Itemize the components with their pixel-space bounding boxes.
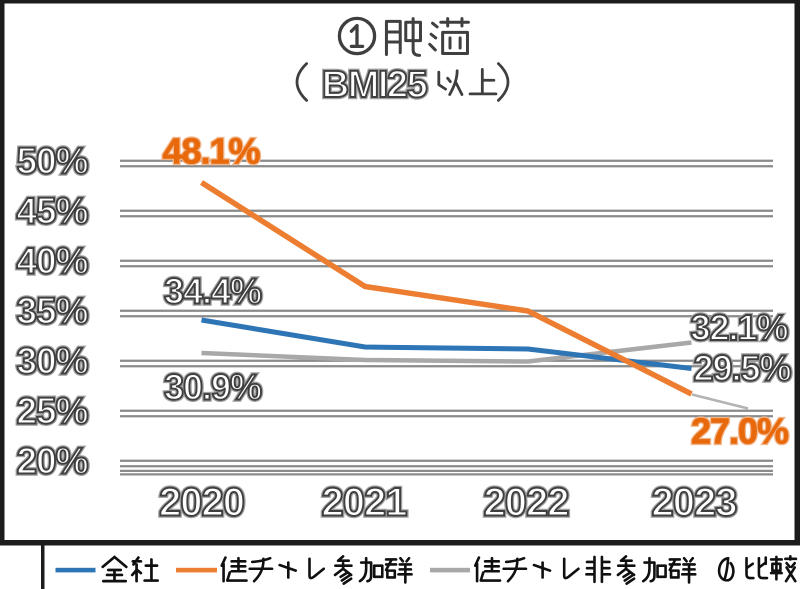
svg-text:2020: 2020 [159, 481, 244, 525]
svg-text:30%: 30% [16, 341, 87, 382]
svg-text:40%: 40% [16, 241, 87, 282]
svg-text:20%: 20% [16, 441, 87, 482]
svg-text:20%: 20% [16, 441, 87, 482]
svg-text:32.1%: 32.1% [690, 307, 788, 348]
svg-text:34.4%: 34.4% [164, 271, 262, 312]
svg-text:50%: 50% [16, 141, 87, 182]
svg-text:BMI25: BMI25 [322, 64, 428, 106]
svg-text:50%: 50% [16, 141, 87, 182]
svg-text:30%: 30% [16, 341, 87, 382]
svg-text:2021: 2021 [322, 481, 408, 525]
svg-text:25%: 25% [16, 391, 87, 432]
svg-text:29.5%: 29.5% [693, 348, 791, 389]
svg-text:30.9%: 30.9% [164, 367, 262, 408]
svg-text:2020: 2020 [159, 481, 244, 525]
svg-text:35%: 35% [16, 291, 87, 332]
svg-text:27.0%: 27.0% [691, 411, 789, 452]
svg-text:BMI25: BMI25 [322, 64, 428, 106]
svg-text:29.5%: 29.5% [693, 348, 791, 389]
svg-text:35%: 35% [16, 291, 87, 332]
svg-text:2022: 2022 [484, 481, 569, 525]
svg-text:32.1%: 32.1% [690, 307, 788, 348]
svg-text:27.0%: 27.0% [691, 411, 789, 452]
svg-text:48.1%: 48.1% [162, 131, 260, 172]
svg-text:25%: 25% [16, 391, 87, 432]
svg-text:2023: 2023 [652, 481, 737, 525]
svg-text:34.4%: 34.4% [164, 271, 262, 312]
svg-text:2023: 2023 [652, 481, 737, 525]
svg-text:30.9%: 30.9% [164, 367, 262, 408]
svg-text:2021: 2021 [322, 481, 408, 525]
svg-text:40%: 40% [16, 241, 87, 282]
svg-text:2022: 2022 [484, 481, 569, 525]
svg-text:48.1%: 48.1% [162, 131, 260, 172]
svg-text:45%: 45% [16, 191, 87, 232]
svg-text:45%: 45% [16, 191, 87, 232]
